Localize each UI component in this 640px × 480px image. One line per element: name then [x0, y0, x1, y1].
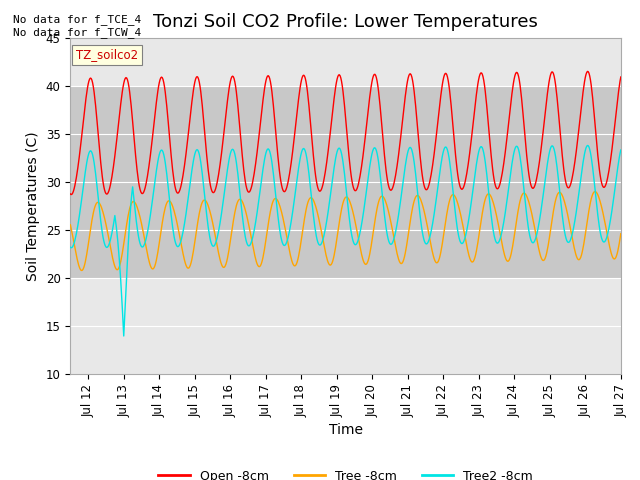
Tree2 -8cm	[323, 218, 330, 224]
Open -8cm	[145, 168, 152, 174]
Open -8cm	[462, 175, 470, 180]
Tree2 -8cm	[67, 244, 74, 250]
Line: Tree -8cm: Tree -8cm	[70, 192, 621, 271]
Tree2 -8cm	[617, 147, 625, 153]
Tree2 -8cm	[476, 147, 483, 153]
Open -8cm	[476, 73, 483, 79]
Line: Tree2 -8cm: Tree2 -8cm	[70, 145, 621, 336]
Open -8cm	[323, 159, 330, 165]
Open -8cm	[67, 192, 75, 197]
Tree -8cm	[617, 231, 625, 237]
Open -8cm	[70, 189, 77, 194]
Tree -8cm	[591, 189, 598, 194]
Line: Open -8cm: Open -8cm	[70, 72, 621, 194]
Tree -8cm	[302, 207, 310, 213]
Tree -8cm	[476, 230, 483, 236]
Tree -8cm	[462, 239, 470, 245]
Tree2 -8cm	[120, 333, 127, 339]
Open -8cm	[67, 191, 74, 197]
Title: Tonzi Soil CO2 Profile: Lower Temperatures: Tonzi Soil CO2 Profile: Lower Temperatur…	[153, 13, 538, 31]
Tree2 -8cm	[302, 151, 310, 156]
Tree -8cm	[68, 233, 76, 239]
Tree2 -8cm	[584, 143, 591, 148]
Tree -8cm	[67, 222, 74, 228]
Tree -8cm	[145, 254, 152, 260]
Tree2 -8cm	[145, 226, 152, 231]
Y-axis label: Soil Temperatures (C): Soil Temperatures (C)	[26, 132, 40, 281]
Open -8cm	[617, 74, 625, 80]
X-axis label: Time: Time	[328, 423, 363, 437]
Open -8cm	[302, 79, 310, 84]
Tree2 -8cm	[68, 244, 76, 250]
Text: No data for f_TCE_4
No data for f_TCW_4: No data for f_TCE_4 No data for f_TCW_4	[13, 14, 141, 38]
Legend: Open -8cm, Tree -8cm, Tree2 -8cm: Open -8cm, Tree -8cm, Tree2 -8cm	[154, 465, 538, 480]
Tree -8cm	[323, 255, 330, 261]
Bar	[70, 86, 621, 278]
Tree2 -8cm	[462, 231, 470, 237]
Tree -8cm	[77, 268, 85, 274]
Open -8cm	[584, 69, 591, 74]
Text: TZ_soilco2: TZ_soilco2	[76, 48, 138, 61]
